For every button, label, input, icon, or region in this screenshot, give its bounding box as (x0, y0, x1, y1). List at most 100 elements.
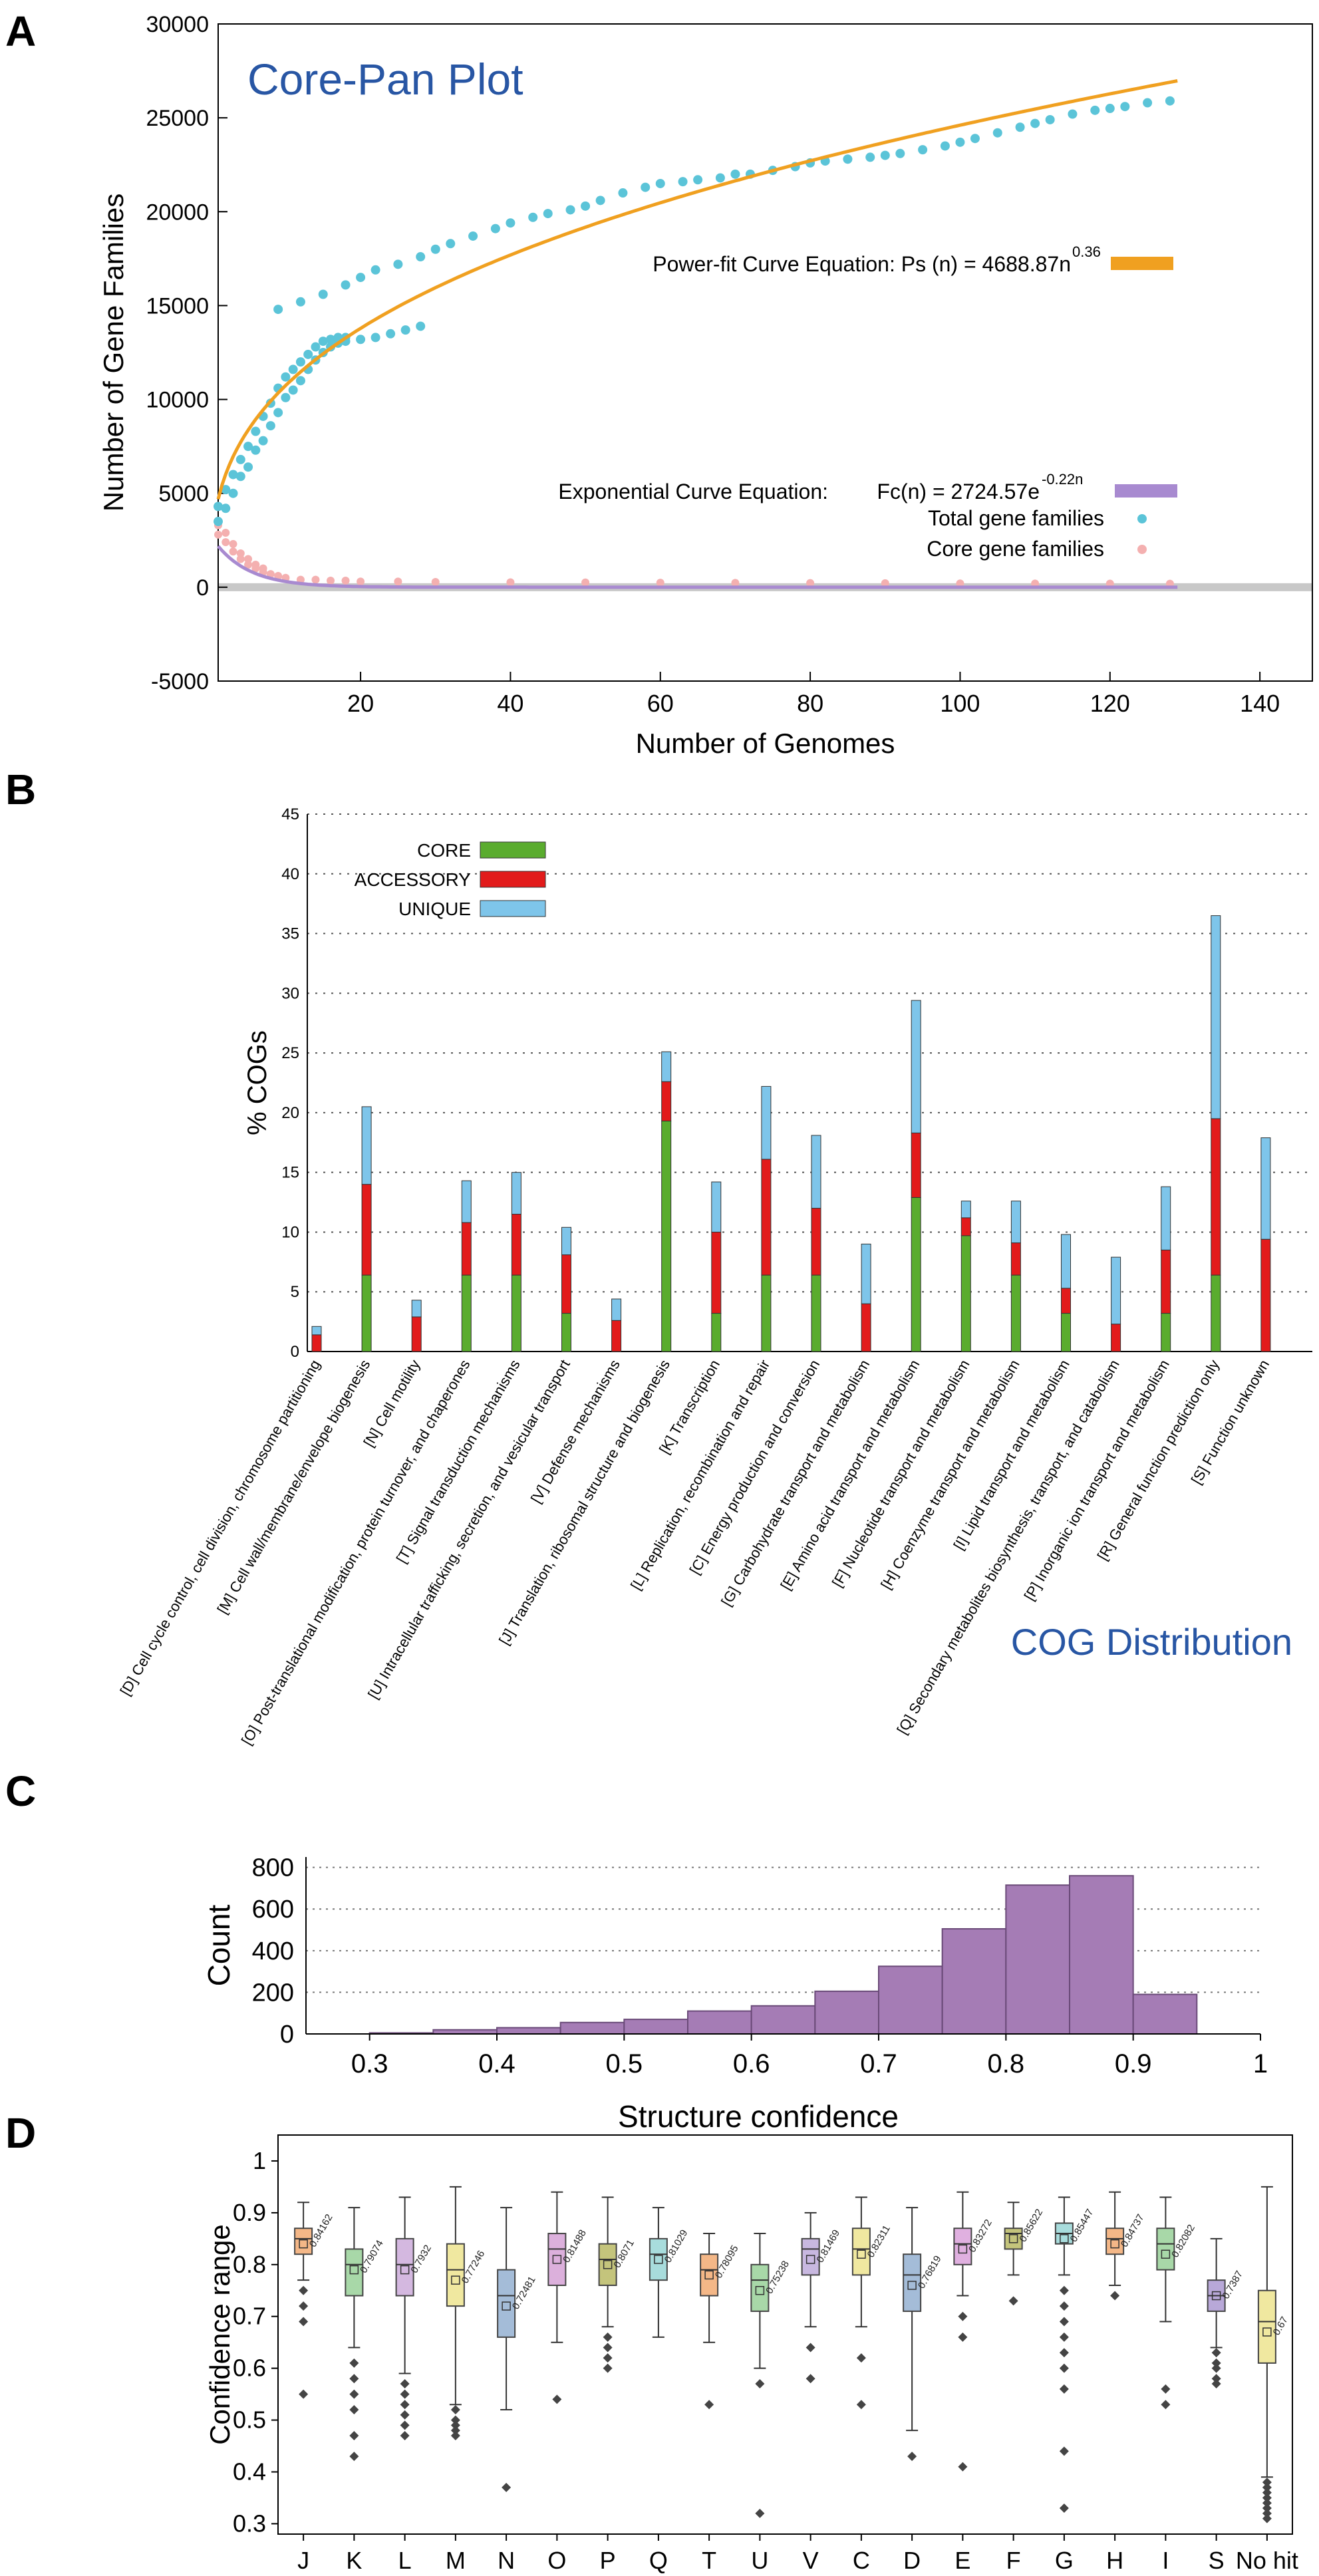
structure-confidence-histogram: 0 200 400 600 800 0.3 0.4 0.5 0.6 0.7 0.8 0.9 1 Struc… (202, 1854, 1268, 2134)
legend-label-core: CORE (417, 840, 471, 861)
outlier (1059, 2285, 1069, 2295)
bar-unique (1211, 915, 1221, 1119)
bar-core (960, 1235, 971, 1352)
core-legend-label: Core gene families (927, 537, 1104, 561)
box-iqr (1105, 2227, 1125, 2255)
outlier (1211, 2379, 1221, 2389)
bar-accessory (861, 1303, 871, 1352)
bar-unique (761, 1085, 772, 1160)
total-point (416, 252, 426, 262)
y-tick-label: 0.9 (233, 2199, 266, 2226)
y-tick-label: 0 (291, 1343, 299, 1361)
exp-fit-swatch (1115, 484, 1177, 498)
outlier (704, 2400, 714, 2410)
outlier (1262, 2493, 1272, 2503)
total-point (940, 141, 950, 151)
total-point (318, 289, 328, 299)
histogram-bar (941, 1928, 1007, 2035)
y-tick-label: 10000 (146, 388, 209, 413)
core-point (1031, 579, 1040, 588)
histogram-bar (687, 2010, 752, 2035)
total-point (730, 169, 740, 179)
total-point (370, 333, 380, 343)
total-legend-marker (1137, 514, 1147, 523)
y-tick-label: 45 (281, 805, 299, 823)
outlier (1262, 2504, 1272, 2513)
bar-unique (960, 1201, 971, 1218)
bar-accessory (661, 1081, 672, 1121)
bar-accessory (411, 1316, 422, 1352)
total-point (446, 239, 456, 249)
y-tick-label: 0.6 (233, 2355, 266, 2382)
core-point (221, 528, 230, 537)
bar-core (1161, 1313, 1171, 1352)
box-mean (654, 2255, 663, 2264)
total-point (265, 421, 275, 431)
total-point (273, 305, 283, 315)
outlier (400, 2379, 410, 2389)
outlier (299, 2301, 309, 2311)
outlier (1262, 2478, 1272, 2488)
y-tick-label: -5000 (151, 669, 209, 694)
exp-fit-legend-label: Exponential Curve Equation: (558, 480, 828, 503)
box-mean (451, 2275, 460, 2285)
outlier (299, 2389, 309, 2399)
outlier (603, 2363, 613, 2373)
total-point (715, 173, 725, 183)
category-label: [V] Defense mechanisms (527, 1357, 623, 1506)
core-legend-marker (1137, 545, 1147, 554)
outlier (349, 2404, 359, 2414)
histogram-bar (750, 2005, 816, 2035)
x-tick-label: U (751, 2547, 768, 2574)
x-tick-label: N (498, 2547, 515, 2574)
total-point (318, 337, 328, 347)
total-point (356, 273, 366, 283)
x-tick-label: I (1162, 2547, 1169, 2574)
total-point (288, 364, 298, 374)
exp-fit-exponent: -0.22n (1042, 471, 1083, 488)
bar-unique (461, 1180, 472, 1223)
box-iqr (598, 2243, 617, 2286)
box-mean (857, 2249, 866, 2259)
x-tick-label: 60 (647, 690, 674, 717)
bar-accessory (1061, 1288, 1071, 1314)
core-point (244, 560, 253, 569)
outlier (299, 2317, 309, 2327)
bar-core (911, 1197, 921, 1352)
outlier (1262, 2498, 1272, 2508)
outlier (1262, 2513, 1272, 2523)
total-point (393, 259, 403, 269)
outlier (958, 2311, 968, 2321)
total-point (1068, 109, 1078, 119)
box-iqr (1257, 2289, 1276, 2364)
bar-accessory (611, 1320, 622, 1352)
box-mean (1008, 2234, 1018, 2243)
chart-title: COG Distribution (1011, 1621, 1292, 1663)
total-point (955, 137, 965, 147)
box-mean (755, 2286, 765, 2295)
total-point (326, 335, 336, 345)
box-mean (400, 2265, 410, 2275)
box-mean (1211, 2291, 1221, 2301)
x-tick-label: 0.5 (606, 2049, 643, 2078)
box-iqr (649, 2237, 668, 2281)
y-axis-label: Count (202, 1904, 236, 1986)
total-legend-label: Total gene families (928, 506, 1104, 530)
total-point (1015, 122, 1025, 132)
panel-b: B 0 5 10 15 20 25 30 35 40 45% COGs [D] Cell cycle… (0, 765, 1319, 1749)
power-fit-exponent: 0.36 (1072, 243, 1101, 260)
outlier (1211, 2358, 1221, 2368)
bar-unique (411, 1300, 422, 1318)
total-point (430, 244, 440, 254)
y-tick-label: 600 (252, 1896, 294, 1924)
plot-frame (277, 2134, 1293, 2535)
box-mean (552, 2255, 562, 2264)
bar-core (811, 1274, 821, 1352)
box-iqr (903, 2253, 922, 2312)
bar-unique (1111, 1256, 1121, 1325)
y-tick-label: 5000 (158, 482, 209, 507)
legend-swatch-unique (480, 900, 546, 917)
bar-accessory (461, 1222, 472, 1276)
outlier (349, 2452, 359, 2462)
